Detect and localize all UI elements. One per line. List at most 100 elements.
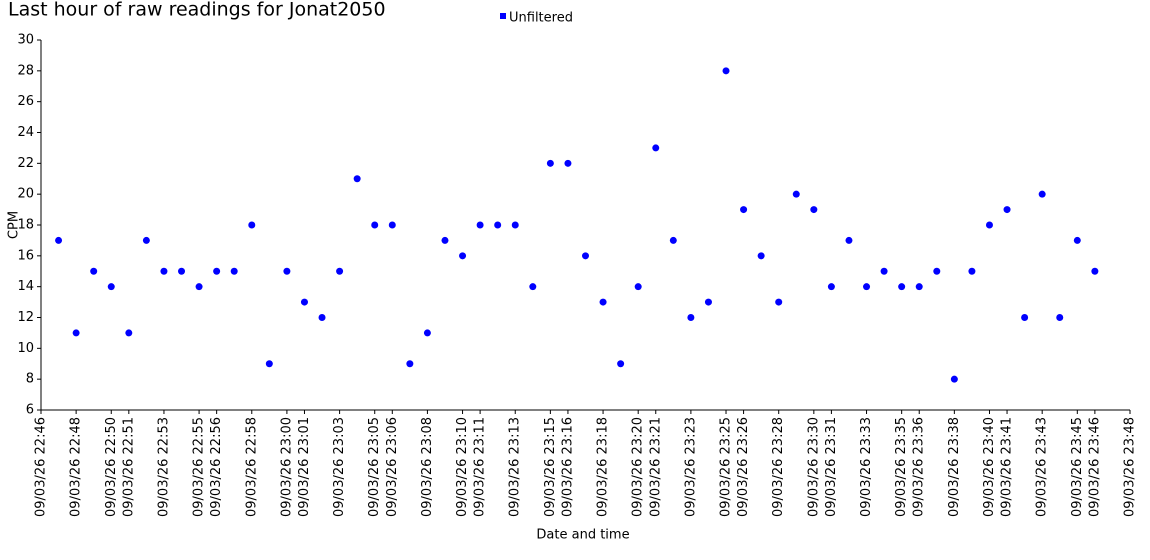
x-tick-label: 09/03/26 23:38 (947, 417, 962, 517)
point (213, 267, 221, 275)
point (880, 267, 888, 275)
x-tick-label: 09/03/26 23:18 (596, 417, 611, 517)
point (265, 360, 273, 368)
x-tick-label: 09/03/26 23:40 (982, 417, 997, 517)
point (827, 283, 835, 291)
point (669, 236, 677, 244)
point (195, 283, 203, 291)
point (300, 298, 308, 306)
chart-title: Last hour of raw readings for Jonat2050 (8, 0, 386, 21)
point (248, 221, 256, 229)
point (757, 252, 765, 260)
y-axis-label: CPM (7, 211, 22, 239)
point (582, 252, 589, 260)
legend-label: Unfiltered (509, 11, 573, 26)
point (494, 221, 502, 229)
point (160, 267, 168, 275)
y-tick-label: 14 (17, 279, 34, 294)
y-tick-label: 26 (17, 94, 34, 109)
point (178, 267, 186, 275)
y-tick-label: 30 (17, 33, 34, 48)
x-tick-label: 09/03/26 23:01 (297, 417, 312, 517)
point (740, 206, 748, 214)
point (546, 159, 554, 167)
point (55, 236, 63, 244)
x-tick-label: 09/03/26 23:45 (1070, 417, 1085, 517)
x-tick-label: 09/03/26 23:46 (1087, 417, 1102, 517)
y-tick-label: 12 (17, 310, 34, 325)
point (775, 298, 783, 306)
point (1091, 267, 1099, 275)
x-tick-label: 09/03/26 23:20 (631, 417, 646, 517)
x-tick-label: 09/03/26 23:10 (455, 417, 470, 517)
point (722, 67, 730, 75)
x-tick-label: 09/03/26 23:48 (1123, 417, 1138, 517)
x-tick-label: 09/03/26 23:08 (420, 417, 435, 517)
x-tick-label: 09/03/26 22:51 (121, 417, 136, 517)
x-tick-label: 09/03/26 23:16 (560, 417, 575, 517)
point (336, 267, 344, 275)
x-tick-label: 09/03/26 22:50 (104, 417, 119, 517)
point (459, 252, 467, 260)
point (704, 298, 712, 306)
point (125, 329, 133, 337)
x-tick-label: 09/03/26 23:36 (912, 417, 927, 517)
point (72, 329, 80, 337)
x-tick-label: 09/03/26 23:15 (543, 417, 558, 517)
point (1056, 314, 1064, 321)
y-tick-label: 20 (17, 187, 34, 202)
point (950, 375, 958, 383)
point (687, 314, 695, 321)
point (318, 314, 326, 321)
x-axis-label: Date and time (536, 528, 629, 543)
x-tick-label: 09/03/26 23:35 (894, 417, 909, 517)
x-tick-label: 09/03/26 22:58 (244, 417, 259, 517)
point (529, 283, 537, 291)
point (388, 221, 396, 229)
point (142, 236, 150, 244)
x-tick-label: 09/03/26 22:55 (192, 417, 207, 517)
y-tick-label: 22 (17, 156, 34, 171)
point (230, 267, 238, 275)
legend-swatch (500, 13, 506, 19)
x-tick-label: 09/03/26 22:56 (209, 417, 224, 517)
point (1073, 236, 1081, 244)
point (564, 159, 572, 167)
x-tick-label: 09/03/26 23:30 (806, 417, 821, 517)
point (652, 144, 660, 152)
point (1003, 206, 1011, 214)
x-tick-label: 09/03/26 23:05 (367, 417, 382, 517)
point (634, 283, 642, 291)
point (810, 206, 818, 214)
y-tick-label: 18 (17, 218, 34, 233)
point (915, 283, 923, 291)
point (283, 267, 291, 275)
point (599, 298, 607, 306)
x-tick-label: 09/03/26 23:11 (473, 417, 488, 517)
x-tick-label: 09/03/26 22:46 (34, 417, 49, 517)
x-tick-label: 09/03/26 23:31 (824, 417, 839, 517)
x-tick-label: 09/03/26 23:13 (508, 417, 523, 517)
y-tick-label: 16 (17, 248, 34, 263)
point (441, 236, 449, 244)
point (107, 283, 115, 291)
point (476, 221, 484, 229)
x-tick-label: 09/03/26 23:03 (332, 417, 347, 517)
y-tick-label: 28 (17, 63, 34, 78)
y-tick-label: 10 (17, 341, 34, 356)
x-tick-label: 09/03/26 23:23 (683, 417, 698, 517)
point (406, 360, 414, 368)
point (90, 267, 98, 275)
y-tick-label: 6 (26, 403, 34, 418)
point (1021, 314, 1029, 321)
x-tick-label: 09/03/26 23:43 (1035, 417, 1050, 517)
point (898, 283, 906, 291)
x-tick-label: 09/03/26 23:25 (719, 417, 734, 517)
x-tick-label: 09/03/26 23:26 (736, 417, 751, 517)
x-tick-label: 09/03/26 23:41 (1000, 417, 1015, 517)
point (617, 360, 625, 368)
point (985, 221, 993, 229)
x-tick-label: 09/03/26 22:48 (69, 417, 84, 517)
x-tick-label: 09/03/26 23:28 (771, 417, 786, 517)
